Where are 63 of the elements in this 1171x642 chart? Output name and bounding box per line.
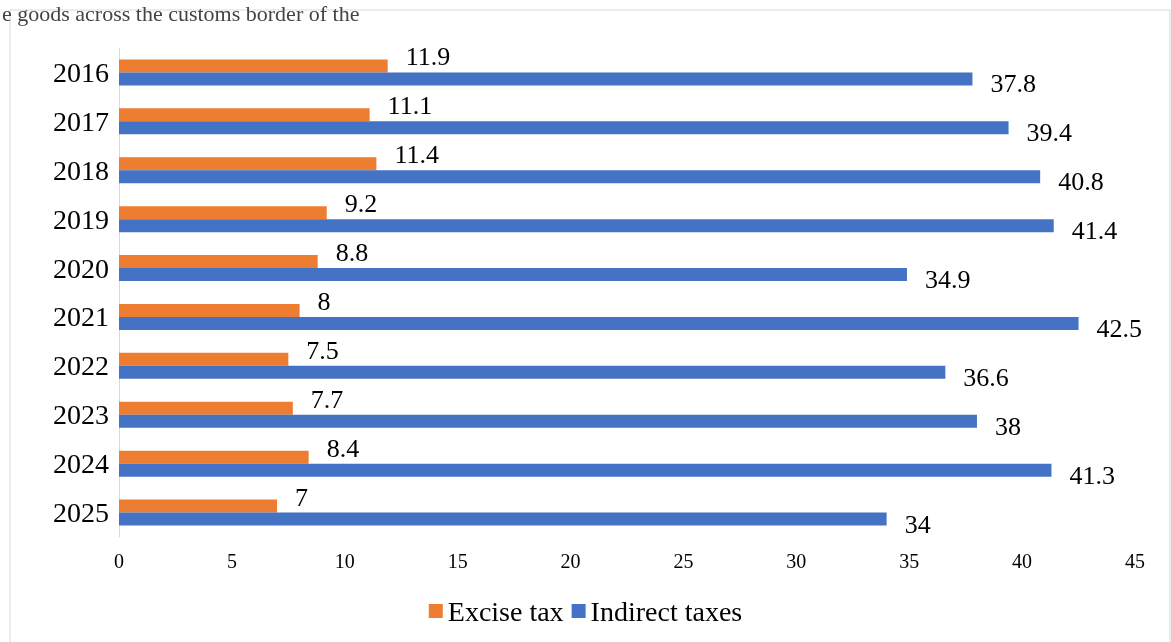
data-label: 34.9 [924,265,971,295]
bar [119,463,1052,477]
x-tick-label: 30 [786,550,807,572]
data-label: 7 [295,482,309,512]
data-label: 11.4 [394,140,439,170]
x-tick-label: 40 [1012,550,1033,572]
bar [119,121,1009,135]
y-tick-label: 2017 [53,105,109,137]
data-label: 8 [317,286,331,316]
data-label: 36.6 [963,362,1009,392]
y-tick-label: 2016 [53,56,109,88]
data-label: 11.1 [387,91,433,121]
x-tick-label: 35 [899,550,920,572]
bar [119,72,973,86]
data-label: 34 [904,509,931,539]
data-label: 8.8 [335,238,369,268]
bar [119,59,388,73]
x-tick-label: 25 [673,550,694,572]
data-label: 7.7 [310,384,344,414]
data-label: 9.2 [344,189,378,219]
bar [119,268,907,282]
x-tick-label: 10 [334,550,355,572]
data-label: 8.4 [326,433,360,463]
y-tick-label: 2018 [53,154,109,186]
y-tick-label: 2019 [53,203,109,235]
bar [119,316,1079,330]
text: e goods across the customs border of the [2,0,360,26]
data-label: 37.8 [990,69,1036,99]
bar [119,414,977,428]
data-label: 42.5 [1096,313,1143,343]
x-tick-label: 20 [560,550,581,572]
x-tick-label: 15 [447,550,468,572]
y-tick-label: 2022 [53,350,109,382]
x-tick-label: 0 [114,550,124,572]
bar [119,170,1041,184]
bar [119,499,278,513]
data-label: 38 [994,411,1021,441]
data-label: 40.8 [1058,167,1104,197]
x-tick-label: 5 [226,550,237,572]
bar [119,255,318,269]
y-tick-label: 2025 [53,497,109,529]
bar [119,108,370,122]
y-tick-label: 2021 [53,301,109,333]
y-tick-label: 2024 [53,448,109,480]
bar [119,352,289,366]
legend-label: Excise tax [447,595,564,627]
bar [119,512,887,526]
data-label: 11.9 [405,42,451,72]
data-label: 7.5 [306,335,339,365]
x-tick-label: 45 [1125,550,1145,572]
bar [119,157,377,171]
bar [119,450,309,464]
y-tick-label: 2023 [53,399,109,431]
data-label: 39.4 [1026,118,1073,148]
bar [119,303,300,317]
bar [119,401,293,415]
bar [119,219,1054,233]
data-label: 41.3 [1069,460,1115,490]
y-tick-label: 2020 [53,252,109,284]
data-label: 41.4 [1071,216,1118,246]
bar [119,206,327,220]
bar [119,365,946,379]
legend-label: Indirect taxes [590,595,743,627]
